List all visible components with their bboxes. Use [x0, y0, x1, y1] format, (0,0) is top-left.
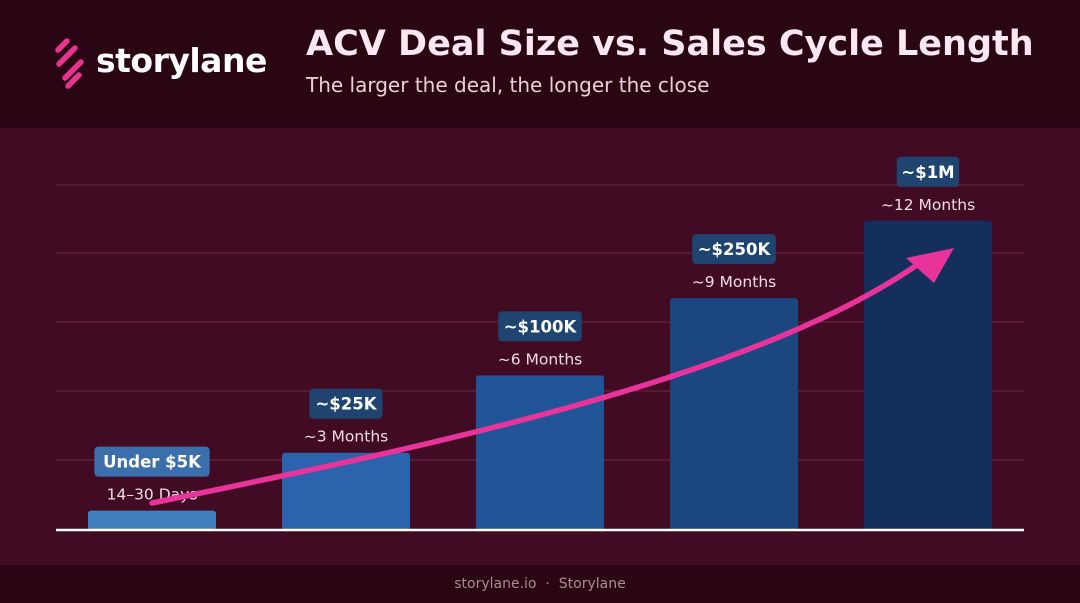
footer-site: storylane.io	[454, 576, 537, 592]
category-badge	[692, 234, 776, 265]
category-badge	[498, 311, 582, 342]
trend-arrow-head	[906, 248, 954, 283]
bar-3	[476, 375, 604, 530]
logo: storylane	[54, 38, 267, 92]
duration-label: ~3 Months	[304, 428, 388, 446]
bar-2	[282, 452, 410, 530]
page-title: ACV Deal Size vs. Sales Cycle Length	[306, 24, 1034, 64]
trend-arrow-line	[149, 257, 927, 506]
bar-4	[670, 298, 798, 530]
page-subtitle: The larger the deal, the longer the clos…	[306, 73, 710, 97]
category-badge	[896, 156, 960, 187]
category-label: Under $5K	[103, 453, 202, 472]
duration-label: ~12 Months	[881, 196, 975, 214]
duration-label: ~6 Months	[498, 350, 582, 368]
storylane-s-mark-icon	[55, 38, 84, 89]
header: storylane ACV Deal Size vs. Sales Cycle …	[0, 0, 1080, 128]
bar-5	[864, 220, 992, 530]
category-label: ~$100K	[504, 317, 578, 336]
footer: storylane.io · Storylane	[0, 565, 1080, 603]
category-label: ~$1M	[901, 163, 954, 182]
duration-label: ~9 Months	[692, 273, 776, 291]
footer-brand: Storylane	[558, 576, 626, 592]
category-label: ~$250K	[698, 240, 772, 259]
category-badge	[309, 388, 383, 419]
category-label: ~$25K	[315, 395, 377, 414]
footer-separator: ·	[545, 576, 550, 592]
bar-1	[88, 510, 216, 530]
footer-text: storylane.io · Storylane	[0, 576, 1080, 592]
plot-area: 14–30 Days Under $5K ~3 Months ~$25K ~6 Mont…	[0, 128, 1080, 565]
logo-text: storylane	[96, 41, 267, 80]
category-badge	[94, 446, 210, 477]
